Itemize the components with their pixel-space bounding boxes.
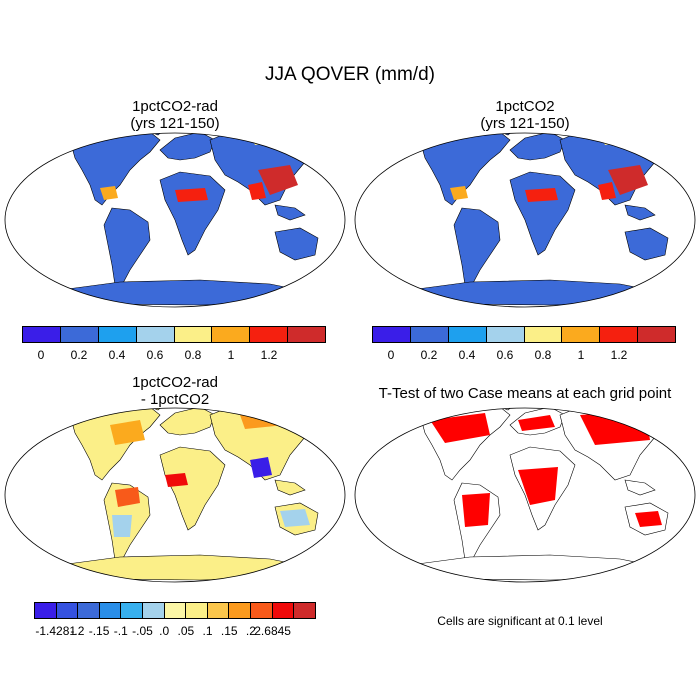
colorbar-tick-label: .05 bbox=[177, 624, 195, 638]
colorbar-tick-label: 2.6845 bbox=[254, 624, 291, 638]
colorbar-swatch bbox=[562, 327, 601, 342]
panel-3-map bbox=[4, 407, 346, 583]
colorbar-tick-label: -.2 bbox=[70, 624, 85, 638]
figure-title: JJA QOVER (mm/d) bbox=[265, 64, 435, 85]
colorbar-swatch bbox=[600, 327, 639, 342]
panel-3-title-line1: 1pctCO2-rad bbox=[132, 374, 218, 391]
colorbar-swatch bbox=[250, 327, 289, 342]
diff-north-america-east bbox=[110, 420, 145, 445]
colorbar-swatch bbox=[78, 603, 100, 618]
colorbar-panel-1 bbox=[22, 326, 326, 343]
colorbar-tick-label: 0.6 bbox=[496, 348, 514, 362]
colorbar-swatch bbox=[23, 327, 61, 342]
colorbar-tick-label: 0.8 bbox=[534, 348, 552, 362]
colorbar-swatch bbox=[638, 327, 675, 342]
colorbar-swatch bbox=[229, 603, 252, 618]
colorbar-swatch bbox=[272, 603, 295, 618]
colorbar-swatch bbox=[288, 327, 325, 342]
panel-2-title-line1: 1pctCO2 bbox=[495, 98, 555, 115]
sig-africa bbox=[518, 467, 558, 505]
colorbar-tick-label: 1 bbox=[577, 348, 585, 362]
colorbar-swatch bbox=[56, 603, 79, 618]
colorbar-tick-label: -.1 bbox=[113, 624, 128, 638]
colorbar-swatch bbox=[186, 603, 208, 618]
hotspot-sahel bbox=[175, 188, 208, 202]
colorbar-swatch bbox=[121, 603, 144, 618]
sig-south-america bbox=[462, 493, 490, 527]
diff-australia bbox=[280, 509, 310, 527]
colorbar-swatch bbox=[174, 327, 213, 342]
hotspot-india bbox=[248, 182, 266, 200]
hotspot-china bbox=[258, 165, 298, 195]
panel-2-title-line2: (yrs 121-150) bbox=[480, 115, 570, 132]
colorbar-tick-label: 0.6 bbox=[146, 348, 164, 362]
colorbar-tick-label: 0.2 bbox=[420, 348, 438, 362]
hotspot-india bbox=[598, 182, 616, 200]
panel-4-title-line1: T-Test of two Case means at each grid po… bbox=[378, 385, 672, 402]
panel-2-title: 1pctCO2 (yrs 121-150) bbox=[390, 98, 660, 132]
colorbar-tick-label: 0.4 bbox=[108, 348, 126, 362]
diff-amazon bbox=[115, 487, 140, 507]
colorbar-tick-label: 0 bbox=[387, 348, 395, 362]
colorbar-swatch bbox=[164, 603, 187, 618]
hotspot-central-america bbox=[450, 186, 468, 200]
hotspot-china bbox=[608, 165, 648, 195]
colorbar-swatch bbox=[410, 327, 449, 342]
colorbar-tick-label: 0.4 bbox=[458, 348, 476, 362]
panel-1-title: 1pctCO2-rad (yrs 121-150) bbox=[40, 98, 310, 132]
colorbar-tick-label: 1.2 bbox=[260, 348, 278, 362]
colorbar-swatch bbox=[99, 603, 122, 618]
diff-west-africa bbox=[165, 473, 188, 487]
colorbar-tick-label: .1 bbox=[202, 624, 213, 638]
panel-4-title: T-Test of two Case means at each grid po… bbox=[355, 385, 695, 402]
panel-3-title-line2: - 1pctCO2 bbox=[140, 391, 210, 408]
colorbar-swatch bbox=[251, 603, 273, 618]
colorbar-tick-label: -.05 bbox=[132, 624, 153, 638]
diff-south-asia bbox=[250, 457, 272, 478]
colorbar-swatch bbox=[207, 603, 230, 618]
colorbar-tick-label: .15 bbox=[220, 624, 238, 638]
colorbar-swatch bbox=[486, 327, 525, 342]
colorbar-swatch bbox=[136, 327, 175, 342]
hotspot-central-america bbox=[100, 186, 118, 200]
colorbar-panel-3 bbox=[34, 602, 316, 619]
colorbar-tick-label: -1.4281 bbox=[35, 624, 77, 638]
diff-south-america-south bbox=[112, 515, 132, 537]
colorbar-swatch bbox=[294, 603, 315, 618]
sig-australia bbox=[635, 511, 662, 527]
colorbar-swatch bbox=[448, 327, 487, 342]
colorbar-swatch bbox=[60, 327, 99, 342]
colorbar-swatch bbox=[143, 603, 165, 618]
panel-1-title-line1: 1pctCO2-rad bbox=[132, 98, 218, 115]
ttest-note: Cells are significant at 0.1 level bbox=[437, 614, 603, 628]
colorbar-swatch bbox=[373, 327, 411, 342]
panel-3-title: 1pctCO2-rad - 1pctCO2 bbox=[40, 374, 310, 408]
colorbar-swatch bbox=[35, 603, 57, 618]
hotspot-sahel bbox=[525, 188, 558, 202]
colorbar-tick-label: -.15 bbox=[88, 624, 110, 638]
colorbar-tick-label: .2 bbox=[245, 624, 256, 638]
panel-1-map bbox=[4, 132, 346, 308]
colorbar-tick-label: 0.8 bbox=[184, 348, 202, 362]
colorbar-swatch bbox=[212, 327, 251, 342]
colorbar-tick-label: 1 bbox=[227, 348, 235, 362]
sig-north-america bbox=[430, 413, 490, 443]
colorbar-tick-label: 1.2 bbox=[610, 348, 628, 362]
panel-4-map bbox=[354, 407, 696, 583]
panel-2-map bbox=[354, 132, 696, 308]
colorbar-swatch bbox=[98, 327, 137, 342]
colorbar-tick-label: 0 bbox=[37, 348, 45, 362]
panel-1-title-line2: (yrs 121-150) bbox=[130, 115, 220, 132]
sig-europe bbox=[518, 415, 555, 431]
colorbar-tick-label: .0 bbox=[159, 624, 170, 638]
colorbar-swatch bbox=[524, 327, 563, 342]
colorbar-tick-label: 0.2 bbox=[70, 348, 88, 362]
colorbar-panel-2 bbox=[372, 326, 676, 343]
